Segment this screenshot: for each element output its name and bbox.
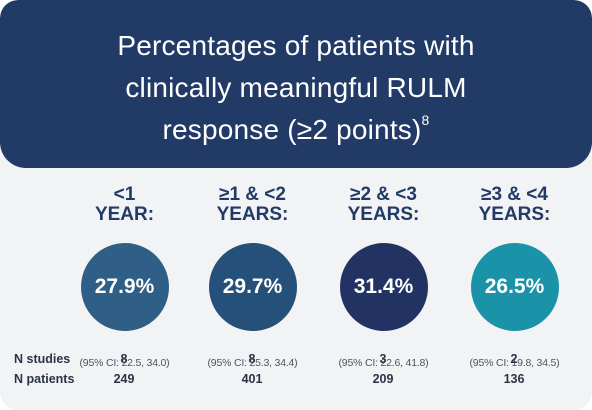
category-label: ≥3 & <4 YEARS: [478,184,551,225]
percentage-circle: 27.9% [80,243,169,331]
n-studies-value: 3 [379,352,387,366]
age-group: <1 YEAR: 27.9% (95% CI: 22.5, 34.0) [52,184,197,370]
confidence-interval: (95% CI: 22.6, 41.8) [338,357,429,369]
n-studies-value: 8 [248,352,256,366]
percentage-circle: 31.4% [339,243,428,331]
percentage-value: 27.9% [94,275,155,298]
title-line-1: Percentages of patients with [117,30,475,61]
n-patients-value: 209 [372,372,394,386]
title-line-3: response (≥2 points)8 [0,112,592,146]
confidence-interval: (95% CI: 22.5, 34.0) [79,357,170,369]
category-label: ≥1 & <2 YEARS: [216,184,289,225]
n-patients-value: 136 [503,372,525,386]
n-studies-value: 8 [120,352,128,366]
confidence-interval: (95% CI: 19.8, 34.5) [469,357,560,369]
title-line-2: clinically meaningful RULM [125,72,467,103]
age-group: ≥1 & <2 YEARS: 29.7% (95% CI: 25.3, 34.4) [180,184,325,370]
percentage-circle: 29.7% [208,243,297,331]
title-banner: Percentages of patients with clinically … [0,0,592,168]
n-patients-value: 249 [113,372,135,386]
n-patients-value: 401 [241,372,263,386]
category-label: ≥2 & <3 YEARS: [347,184,420,225]
category-label: <1 YEAR: [94,184,155,225]
confidence-interval: (95% CI: 25.3, 34.4) [207,357,298,369]
reference-superscript: 8 [421,112,430,128]
age-group: ≥2 & <3 YEARS: 31.4% (95% CI: 22.6, 41.8) [311,184,456,370]
age-group: ≥3 & <4 YEARS: 26.5% (95% CI: 19.8, 34.5) [442,184,587,370]
row-label-studies: N studies [14,352,71,366]
percentage-value: 29.7% [222,275,283,298]
percentage-value: 31.4% [353,275,414,298]
percentage-value: 26.5% [484,275,545,298]
n-studies-value: 2 [510,352,518,366]
title-text: response (≥2 points) [162,114,422,145]
percentage-circle: 26.5% [470,243,559,331]
row-label-patients: N patients [14,372,75,386]
